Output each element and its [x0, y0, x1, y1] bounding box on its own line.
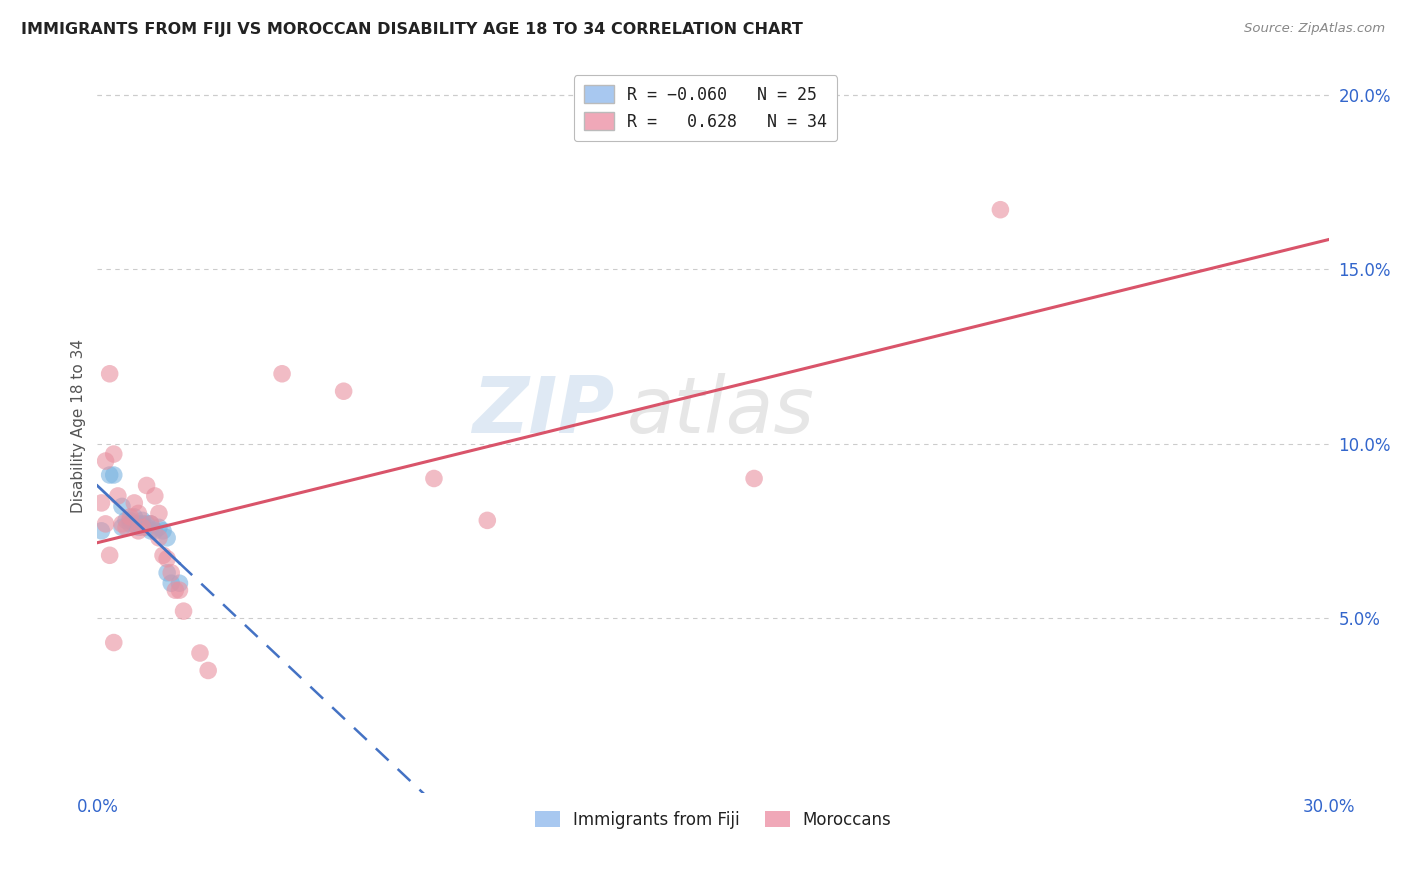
Point [143, 524, 166, 538]
Point [90, 524, 112, 538]
Legend: Immigrants from Fiji, Moroccans: Immigrants from Fiji, Moroccans [527, 805, 898, 836]
Point [143, 489, 166, 503]
Point [148, 507, 170, 521]
Point [90, 496, 112, 510]
Point [94, 454, 117, 468]
Text: ZIP: ZIP [472, 374, 614, 450]
Point [423, 471, 446, 485]
Point [332, 384, 354, 399]
Point [156, 531, 179, 545]
Point [131, 516, 153, 531]
Point [148, 520, 170, 534]
Point [124, 509, 146, 524]
Point [156, 566, 179, 580]
Point [124, 496, 146, 510]
Point [103, 468, 125, 483]
Point [124, 516, 146, 531]
Point [120, 509, 142, 524]
Point [94, 516, 117, 531]
Text: Source: ZipAtlas.com: Source: ZipAtlas.com [1244, 22, 1385, 36]
Point [127, 507, 149, 521]
Point [173, 604, 195, 618]
Text: IMMIGRANTS FROM FIJI VS MOROCCAN DISABILITY AGE 18 TO 34 CORRELATION CHART: IMMIGRANTS FROM FIJI VS MOROCCAN DISABIL… [21, 22, 803, 37]
Text: atlas: atlas [627, 374, 814, 450]
Point [111, 500, 134, 514]
Point [131, 513, 153, 527]
Point [127, 520, 149, 534]
Point [135, 516, 157, 531]
Point [271, 367, 294, 381]
Point [148, 531, 170, 545]
Point [139, 524, 162, 538]
Point [98, 468, 121, 483]
Point [156, 551, 179, 566]
Point [477, 513, 499, 527]
Point [742, 471, 765, 485]
Point [139, 516, 162, 531]
Point [139, 516, 162, 531]
Point [197, 664, 219, 678]
Point [131, 520, 153, 534]
Y-axis label: Disability Age 18 to 34: Disability Age 18 to 34 [72, 339, 86, 513]
Point [135, 520, 157, 534]
Point [120, 513, 142, 527]
Point [152, 549, 174, 563]
Point [98, 367, 121, 381]
Point [135, 478, 157, 492]
Point [127, 524, 149, 538]
Point [115, 513, 138, 527]
Point [990, 202, 1012, 217]
Point [120, 516, 142, 531]
Point [165, 583, 187, 598]
Point [111, 516, 134, 531]
Point [160, 576, 183, 591]
Point [169, 576, 191, 591]
Point [107, 489, 129, 503]
Point [169, 583, 191, 598]
Point [152, 524, 174, 538]
Point [111, 520, 134, 534]
Point [188, 646, 211, 660]
Point [127, 516, 149, 531]
Point [103, 635, 125, 649]
Point [98, 549, 121, 563]
Point [160, 566, 183, 580]
Point [103, 447, 125, 461]
Point [115, 520, 138, 534]
